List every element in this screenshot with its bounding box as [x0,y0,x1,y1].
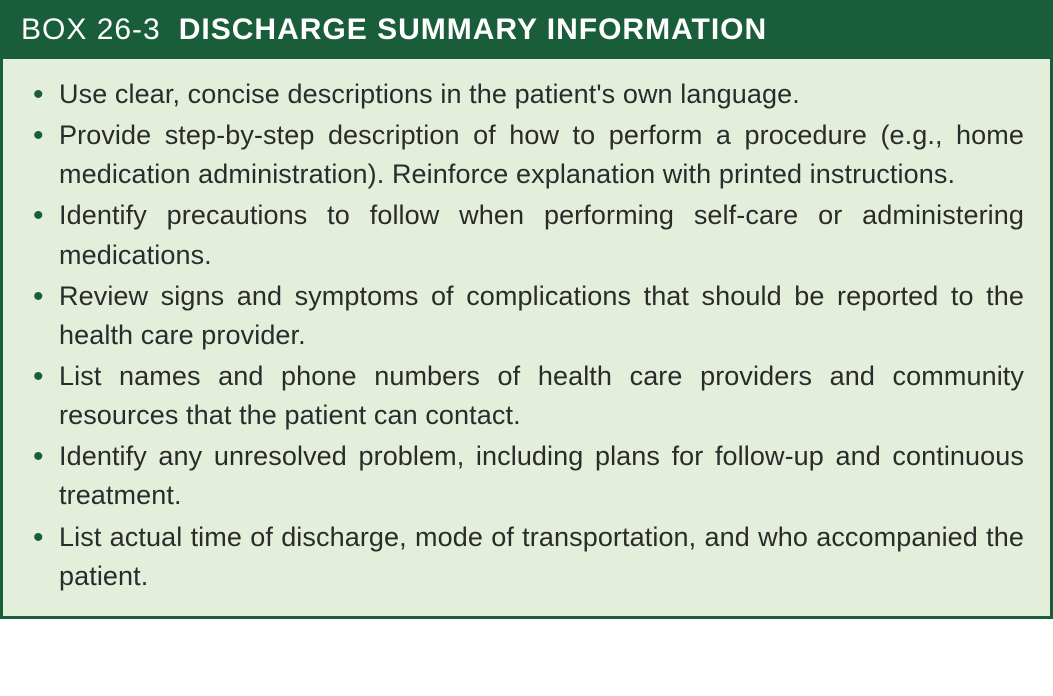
list-item: Identify any unresolved problem, includi… [29,437,1024,515]
list-item: List names and phone numbers of health c… [29,357,1024,435]
list-item: List actual time of discharge, mode of t… [29,518,1024,596]
list-item: Use clear, concise descriptions in the p… [29,75,1024,114]
info-box: BOX 26-3 DISCHARGE SUMMARY INFORMATION U… [0,0,1053,619]
box-title: DISCHARGE SUMMARY INFORMATION [179,13,767,47]
list-item: Identify precautions to follow when perf… [29,196,1024,274]
box-header: BOX 26-3 DISCHARGE SUMMARY INFORMATION [3,3,1050,59]
bullet-list: Use clear, concise descriptions in the p… [29,75,1024,596]
list-item: Provide step-by-step description of how … [29,116,1024,194]
box-label: BOX 26-3 [21,13,161,47]
box-body: Use clear, concise descriptions in the p… [3,59,1050,616]
list-item: Review signs and symptoms of complicatio… [29,277,1024,355]
